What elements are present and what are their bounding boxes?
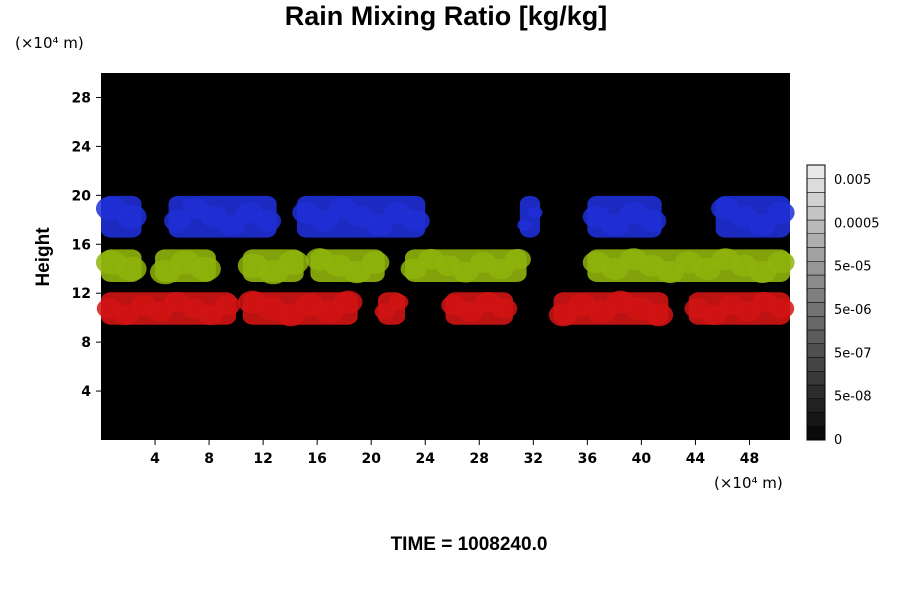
y-tick-label: 12 bbox=[72, 286, 91, 302]
rain-cell bbox=[748, 213, 777, 237]
rain-cell bbox=[310, 209, 339, 232]
x-tick-label: 4 bbox=[150, 451, 160, 467]
rain-cell bbox=[388, 293, 409, 311]
x-axis-unit: (×10⁴ m) bbox=[714, 474, 783, 492]
colorbar-step bbox=[806, 412, 826, 427]
rain-cell bbox=[116, 204, 147, 229]
colorbar-step bbox=[806, 329, 826, 344]
rain-cell bbox=[164, 210, 192, 232]
rain-cell bbox=[766, 201, 795, 224]
colorbar-step bbox=[806, 192, 826, 207]
x-tick-label: 12 bbox=[253, 451, 272, 467]
rain-cell bbox=[278, 250, 309, 275]
colorbar-step bbox=[806, 426, 826, 441]
rain-cell bbox=[361, 251, 390, 274]
x-tick-label: 36 bbox=[578, 451, 597, 467]
colorbar-tick-label: 0.0005 bbox=[834, 216, 880, 231]
rain-cell bbox=[190, 256, 221, 282]
colorbar-tick-label: 5e-05 bbox=[834, 260, 872, 275]
colorbar-tick-label: 5e-06 bbox=[834, 303, 872, 318]
colorbar-step bbox=[806, 371, 826, 386]
colorbar bbox=[806, 164, 826, 441]
y-tick-label: 20 bbox=[72, 188, 92, 204]
x-tick-label: 24 bbox=[415, 451, 435, 467]
rain-cell bbox=[504, 248, 531, 270]
rain-cell bbox=[638, 209, 667, 233]
y-axis-label: Height bbox=[33, 227, 54, 287]
rain-cell bbox=[365, 213, 394, 236]
colorbar-tick-label: 5e-08 bbox=[834, 390, 872, 405]
chart-title: Rain Mixing Ratio [kg/kg] bbox=[285, 1, 608, 31]
colorbar-step bbox=[806, 178, 826, 193]
rain-cell bbox=[491, 298, 518, 319]
colorbar-step bbox=[806, 274, 826, 289]
x-tick-label: 20 bbox=[361, 451, 381, 467]
x-tick-label: 44 bbox=[686, 451, 706, 467]
colorbar-step bbox=[806, 398, 826, 413]
colorbar-step bbox=[806, 206, 826, 221]
colorbar-step bbox=[806, 164, 826, 179]
colorbar-tick-label: 5e-07 bbox=[834, 346, 872, 361]
x-tick-label: 8 bbox=[204, 451, 214, 467]
x-tick-label: 48 bbox=[740, 451, 759, 467]
rain-cell bbox=[768, 298, 795, 319]
colorbar-step bbox=[806, 343, 826, 358]
rain-cell bbox=[374, 303, 395, 320]
x-axis-ticks: 4 8 12 16 20 24 28 32 36 40 44 48 bbox=[150, 440, 759, 467]
colorbar-step bbox=[806, 357, 826, 372]
colorbar-step bbox=[806, 247, 826, 262]
rain-cell bbox=[601, 213, 630, 237]
rain-cell bbox=[333, 290, 363, 314]
rain-layer bbox=[95, 195, 795, 238]
y-tick-label: 4 bbox=[81, 384, 91, 400]
rain-layer bbox=[95, 248, 795, 285]
colorbar-step bbox=[806, 233, 826, 248]
y-axis-ticks: 4 8 12 16 20 24 28 bbox=[72, 90, 101, 400]
colorbar-step bbox=[806, 302, 826, 317]
x-tick-label: 28 bbox=[470, 451, 489, 467]
rain-layers bbox=[95, 195, 795, 327]
colorbar-step bbox=[806, 219, 826, 234]
colorbar-frame bbox=[806, 164, 826, 441]
rain-cell bbox=[766, 251, 795, 274]
colorbar-step bbox=[806, 288, 826, 303]
rain-layer bbox=[96, 290, 795, 327]
y-tick-label: 16 bbox=[72, 237, 91, 253]
y-axis-unit: (×10⁴ m) bbox=[15, 34, 84, 52]
x-tick-label: 16 bbox=[307, 451, 326, 467]
rain-cell bbox=[517, 218, 533, 232]
rain-cell bbox=[644, 303, 674, 327]
y-tick-label: 8 bbox=[81, 335, 91, 351]
rain-cell bbox=[402, 209, 430, 232]
colorbar-tick-label: 0 bbox=[834, 433, 842, 448]
colorbar-ticks: 0 5e-08 5e-07 5e-06 5e-05 0.0005 0.005 bbox=[834, 173, 880, 448]
rain-cell bbox=[254, 210, 282, 232]
y-tick-label: 28 bbox=[72, 90, 91, 106]
rain-cell bbox=[214, 295, 241, 316]
rain-cell bbox=[527, 206, 543, 219]
x-tick-label: 40 bbox=[632, 451, 652, 467]
colorbar-step bbox=[806, 384, 826, 399]
y-tick-label: 24 bbox=[72, 139, 92, 155]
time-annotation: TIME = 1008240.0 bbox=[391, 534, 548, 555]
colorbar-step bbox=[806, 316, 826, 331]
colorbar-tick-label: 0.005 bbox=[834, 173, 871, 188]
rain-cell bbox=[218, 214, 246, 236]
colorbar-step bbox=[806, 261, 826, 276]
x-tick-label: 32 bbox=[524, 451, 543, 467]
rain-cell bbox=[116, 256, 147, 282]
